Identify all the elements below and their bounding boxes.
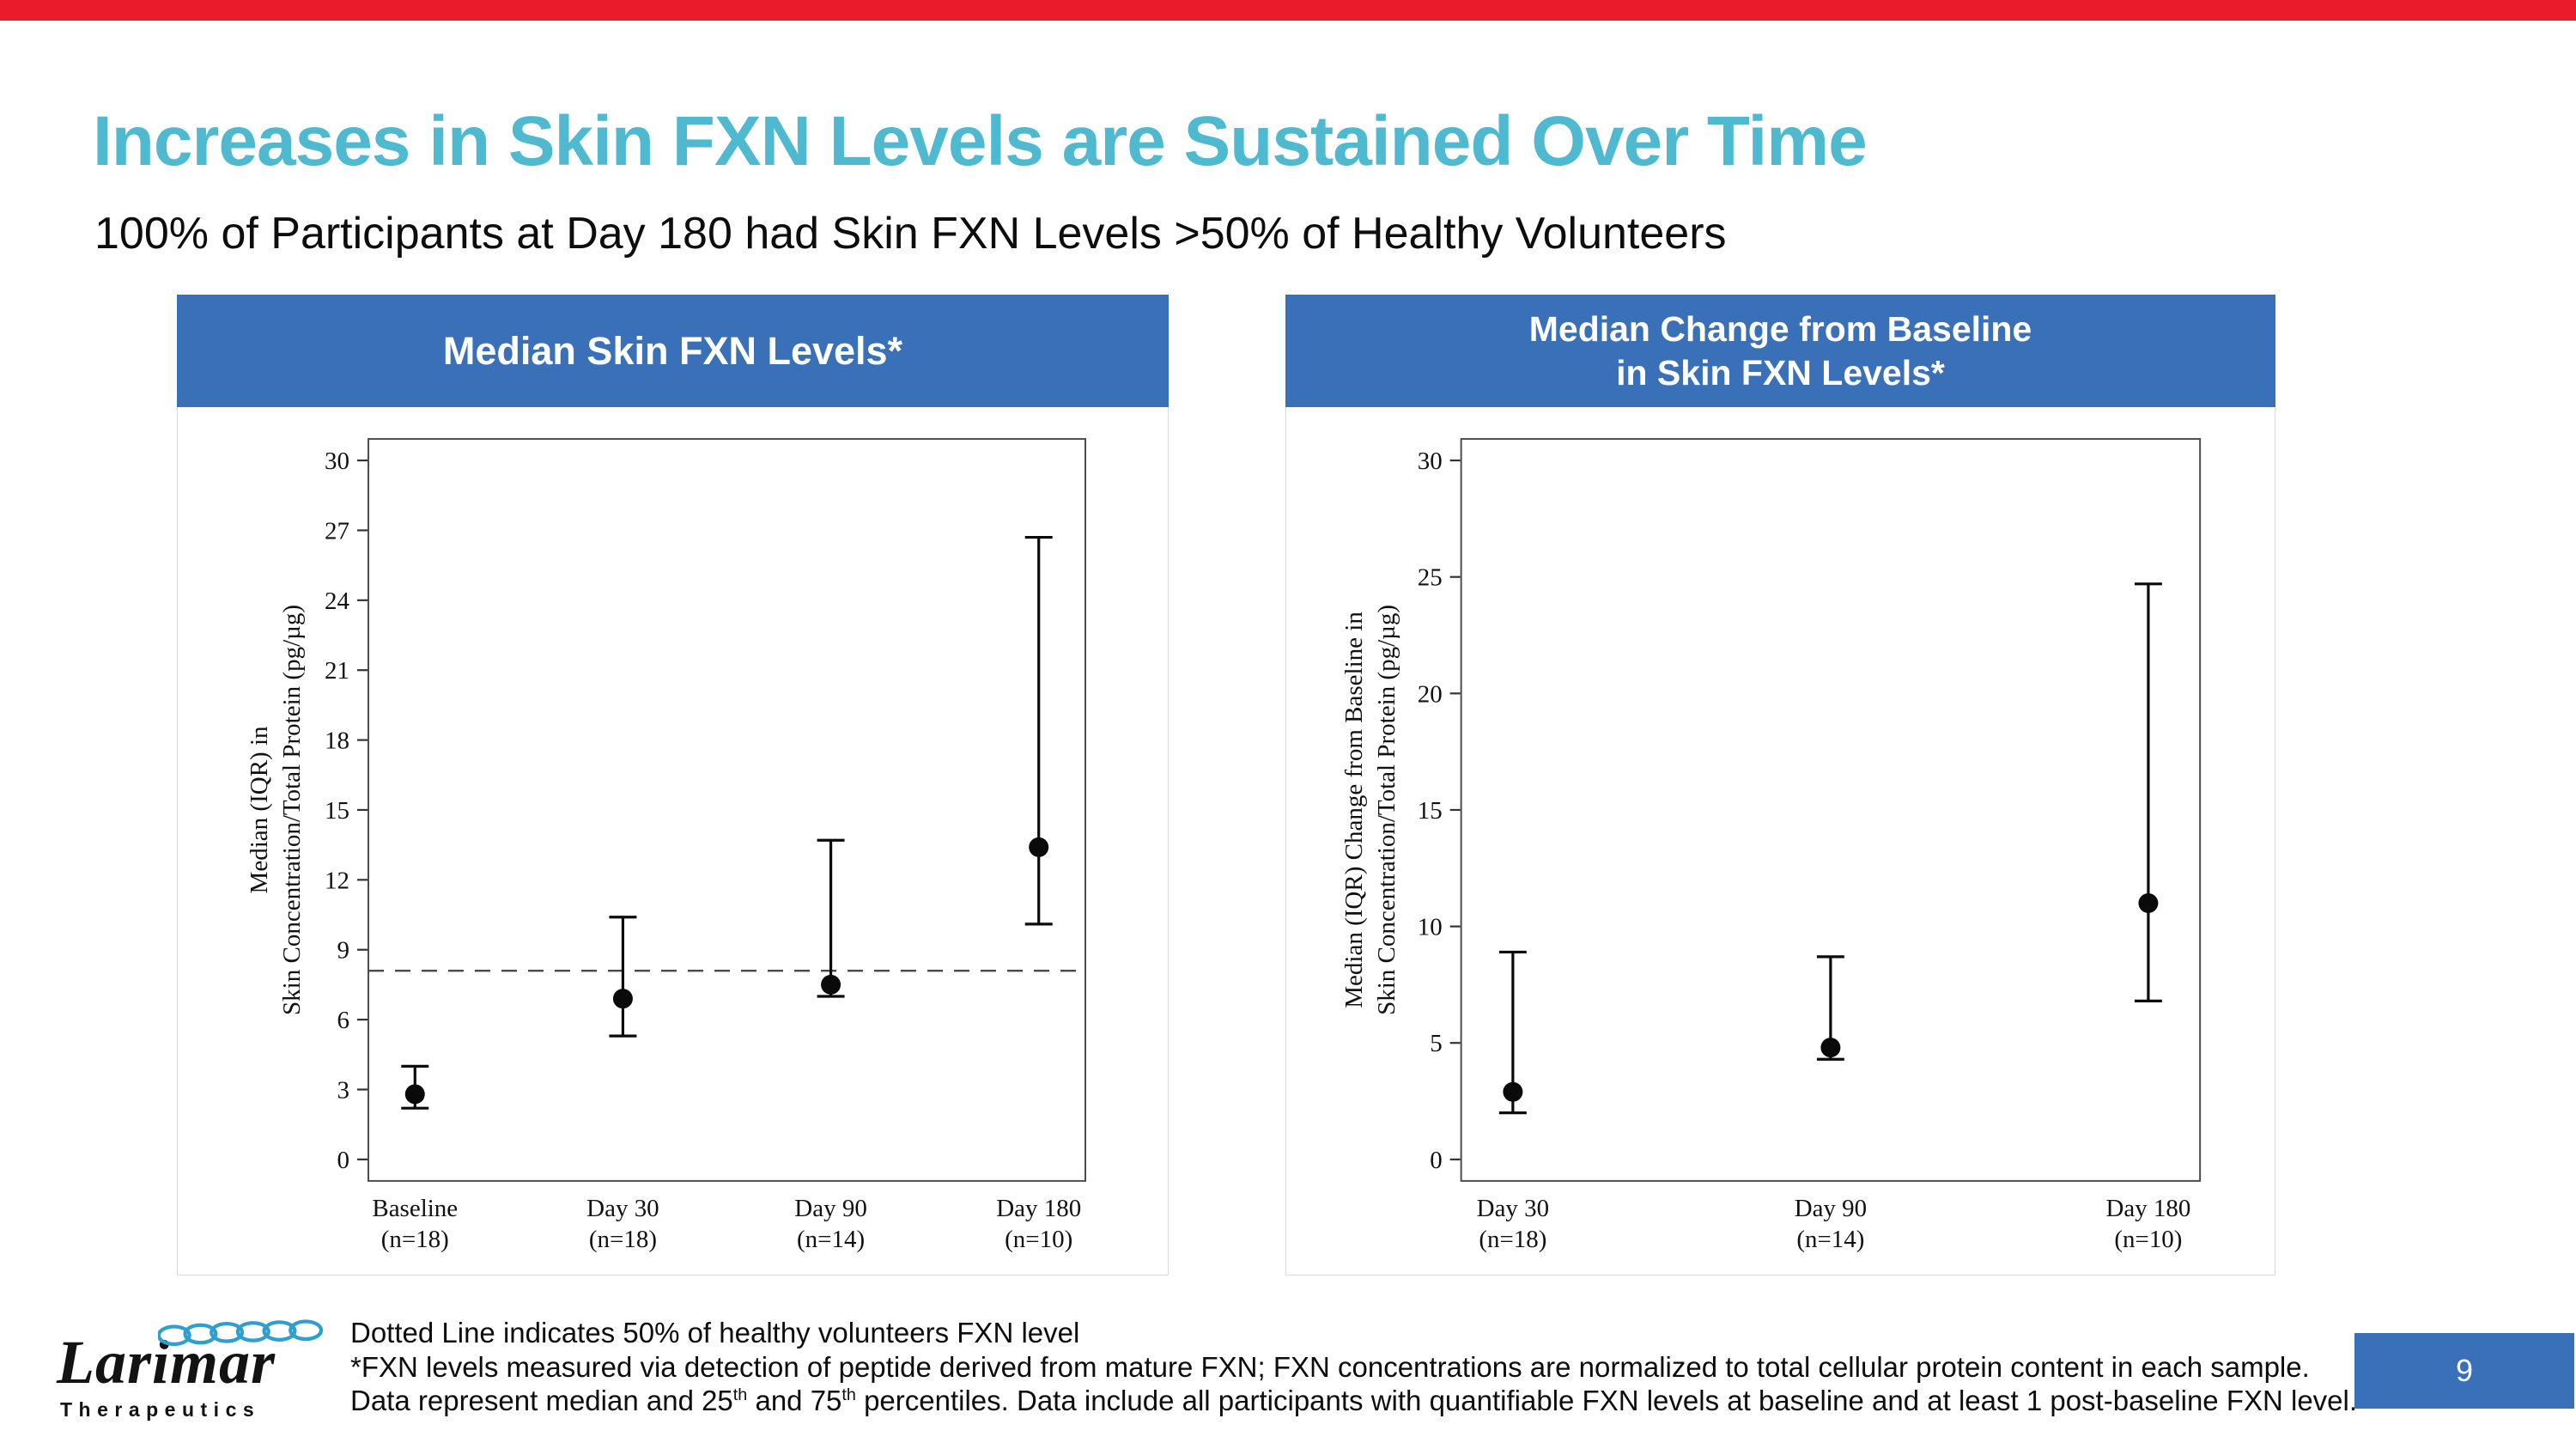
slide-subtitle: 100% of Participants at Day 180 had Skin… bbox=[94, 209, 1727, 259]
chart-title-line: in Skin FXN Levels* bbox=[1616, 352, 1945, 393]
svg-text:24: 24 bbox=[325, 588, 349, 615]
svg-text:(n=18): (n=18) bbox=[381, 1226, 449, 1253]
footnote-percentiles: Data represent median and 25th and 75th … bbox=[350, 1384, 2357, 1418]
larimar-logo: Larimar Therapeutics bbox=[57, 1318, 340, 1422]
svg-text:(n=10): (n=10) bbox=[1005, 1226, 1072, 1253]
svg-text:Day 30: Day 30 bbox=[586, 1195, 659, 1222]
footnote-fxn-measurement: *FXN levels measured via detection of pe… bbox=[350, 1350, 2310, 1383]
accent-bar bbox=[0, 0, 2576, 21]
svg-text:(n=14): (n=14) bbox=[797, 1226, 865, 1253]
errorbar-baseline bbox=[401, 1064, 429, 1110]
svg-text:Day 180: Day 180 bbox=[996, 1195, 1081, 1222]
svg-text:30: 30 bbox=[1418, 447, 1443, 475]
footnote-text: Data represent median and 25 bbox=[350, 1385, 733, 1417]
errorbar-day-30 bbox=[1498, 950, 1527, 1115]
panel-change-from-baseline: Median Change from Baseline in Skin FXN … bbox=[1285, 295, 2275, 1275]
svg-text:5: 5 bbox=[1430, 1030, 1442, 1057]
svg-text:27: 27 bbox=[325, 517, 349, 545]
errorbar-day-180 bbox=[1024, 535, 1053, 926]
page-number: 9 bbox=[2354, 1333, 2574, 1409]
errorbar-day-90 bbox=[817, 838, 845, 998]
plot-frame bbox=[368, 438, 1086, 1182]
svg-text:(n=18): (n=18) bbox=[589, 1226, 657, 1253]
footnote-text: percentiles. Data include all participan… bbox=[855, 1385, 2358, 1417]
logo-tagline: Therapeutics bbox=[60, 1398, 261, 1421]
svg-text:20: 20 bbox=[1418, 680, 1443, 708]
chart-body-median-skin-fxn: 0 3 6 9 12 15 18 21 24 27 30 Median (IQR) in Skin Co… bbox=[177, 407, 1169, 1275]
change-from-baseline-chart: 0 5 10 15 20 25 30 Median (IQR) Change from Bas… bbox=[1340, 438, 2202, 1253]
svg-text:0: 0 bbox=[337, 1147, 349, 1174]
svg-text:9: 9 bbox=[337, 937, 349, 965]
chain-links-icon bbox=[158, 1319, 324, 1347]
slide-title: Increases in Skin FXN Levels are Sustain… bbox=[93, 102, 1868, 180]
chart-title-line: Median Skin FXN Levels* bbox=[442, 328, 903, 373]
svg-text:6: 6 bbox=[337, 1007, 349, 1034]
svg-text:Median (IQR) Change from Basel: Median (IQR) Change from Baseline in bbox=[1340, 612, 1368, 1008]
svg-text:10: 10 bbox=[1418, 914, 1443, 941]
median-skin-fxn-chart: 0 3 6 9 12 15 18 21 24 27 30 Median (IQR) in Skin Co… bbox=[246, 438, 1086, 1253]
chart-header-median-skin-fxn: Median Skin FXN Levels* bbox=[177, 295, 1169, 407]
chart-title-line: Median Change from Baseline bbox=[1528, 309, 2032, 350]
chart-header-change-from-baseline: Median Change from Baseline in Skin FXN … bbox=[1285, 295, 2275, 407]
svg-text:15: 15 bbox=[1418, 797, 1443, 825]
svg-text:Day 90: Day 90 bbox=[794, 1195, 867, 1222]
svg-text:(n=10): (n=10) bbox=[2114, 1226, 2182, 1253]
errorbar-day-180 bbox=[2134, 582, 2162, 1003]
svg-text:25: 25 bbox=[1418, 564, 1443, 592]
svg-text:0: 0 bbox=[1430, 1147, 1442, 1174]
svg-text:15: 15 bbox=[325, 797, 349, 825]
svg-text:Day 90: Day 90 bbox=[1795, 1195, 1867, 1222]
errorbar-day-30 bbox=[609, 916, 637, 1038]
svg-text:(n=14): (n=14) bbox=[1796, 1226, 1864, 1253]
svg-text:Day 30: Day 30 bbox=[1477, 1195, 1549, 1222]
footnote-sup: th bbox=[732, 1385, 748, 1405]
svg-text:30: 30 bbox=[325, 447, 349, 475]
svg-text:Day 180: Day 180 bbox=[2105, 1195, 2190, 1222]
svg-text:(n=18): (n=18) bbox=[1479, 1226, 1546, 1253]
chart-body-change-from-baseline: 0 5 10 15 20 25 30 Median (IQR) Change from Bas… bbox=[1285, 407, 2275, 1275]
plot-frame bbox=[1460, 438, 2202, 1182]
errorbar-day-90 bbox=[1816, 955, 1844, 1061]
svg-text:Skin Concentration/Total Prote: Skin Concentration/Total Protein (pg/µg) bbox=[278, 605, 306, 1015]
svg-text:18: 18 bbox=[325, 728, 349, 755]
svg-text:12: 12 bbox=[325, 867, 349, 894]
svg-text:3: 3 bbox=[337, 1076, 349, 1104]
svg-text:21: 21 bbox=[325, 657, 349, 685]
svg-text:Skin Concentration/Total Prote: Skin Concentration/Total Protein (pg/µg) bbox=[1373, 605, 1400, 1015]
svg-text:Baseline: Baseline bbox=[372, 1195, 458, 1222]
footnote-text: and 75 bbox=[747, 1385, 842, 1417]
svg-text:Median (IQR) in: Median (IQR) in bbox=[246, 726, 273, 893]
panel-median-skin-fxn: Median Skin FXN Levels* 0 3 6 9 12 15 18 21 24 27… bbox=[177, 295, 1169, 1275]
footnote-sup: th bbox=[841, 1385, 856, 1405]
footnotes: Dotted Line indicates 50% of healthy vol… bbox=[350, 1316, 2357, 1418]
footnote-dotted-line: Dotted Line indicates 50% of healthy vol… bbox=[350, 1317, 1080, 1349]
